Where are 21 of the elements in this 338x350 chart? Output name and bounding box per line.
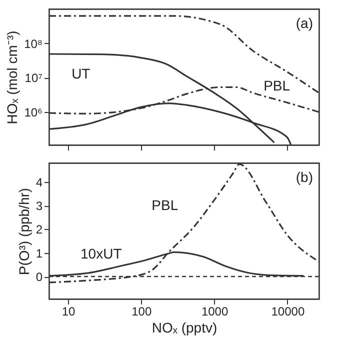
x-tick-label: 100 <box>132 304 152 318</box>
series-label: 10xUT <box>80 245 122 262</box>
annotation: (a) <box>296 15 313 31</box>
y-axis-title: P(O³) (ppb/hr) <box>16 188 32 276</box>
y-tick-label: 10⁷ <box>24 71 42 86</box>
y-tick-label: 0 <box>36 270 43 284</box>
annotation: (b) <box>296 169 313 185</box>
y-tick-label: 3 <box>36 199 43 214</box>
x-tick-label: 10 <box>62 304 76 318</box>
y-tick-label: 10⁸ <box>24 36 42 51</box>
series-label: PBL <box>264 77 290 94</box>
x-axis-title: NOₓ (pptv) <box>152 320 218 336</box>
series-label: UT <box>72 65 91 82</box>
y-tick-label: 2 <box>36 222 43 237</box>
x-tick-label: 1000 <box>201 304 228 318</box>
y-tick-label: 1 <box>36 246 43 260</box>
x-tick-label: 10000 <box>271 304 305 318</box>
y-tick-label: 4 <box>36 175 43 190</box>
y-axis-title: HOₓ (mol cm⁻³) <box>4 30 20 124</box>
y-tick-label: 10⁶ <box>24 106 43 120</box>
series-label: PBL <box>152 197 178 214</box>
